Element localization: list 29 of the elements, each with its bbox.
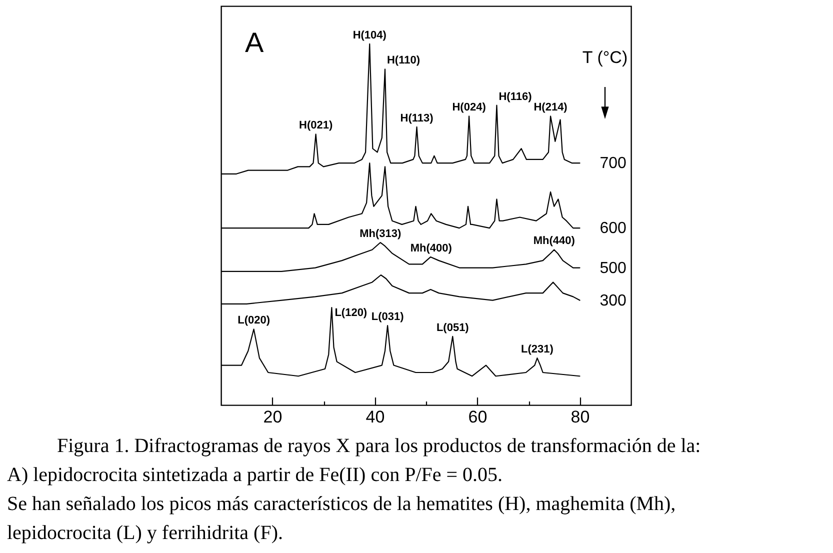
x-tick-label: 20 — [263, 408, 282, 426]
annotation: H(113) — [400, 112, 434, 124]
annotation: H(024) — [452, 102, 486, 114]
series-label: 700 — [600, 155, 627, 172]
annotation: L(051) — [436, 322, 470, 334]
annotation: H(021) — [299, 120, 333, 132]
annotation: H(214) — [534, 102, 568, 114]
text: A) lepidocrocita sintetizada a partir de Fe(II) con P/Fe = 0.05. — [7, 464, 503, 486]
annotation: H(110) — [386, 54, 420, 67]
annotation: L(120) — [334, 307, 368, 320]
annotation: Mh(440) — [533, 235, 576, 248]
annotation: Mh(400) — [410, 242, 452, 254]
series-label: 500 — [600, 260, 627, 277]
x-tick-label: 60 — [468, 408, 488, 426]
series-label: 600 — [600, 220, 627, 238]
annotation: L(031) — [371, 311, 404, 324]
chart-title: A — [245, 27, 264, 58]
annotation: H(104) — [352, 29, 387, 42]
text: lepidocrocita (L) y ferrihidrita (F). — [7, 522, 283, 544]
text: Se han señalado los picos más característicos de la hematites (H), maghemita (Mh), — [7, 493, 676, 515]
x-tick-label: 40 — [366, 408, 385, 426]
annotation: Mh(313) — [360, 228, 402, 240]
annotation: L(020) — [238, 314, 270, 327]
legend-title: T (°C) — [582, 48, 628, 67]
series-label: 300 — [600, 292, 627, 310]
annotation: H(116) — [498, 90, 532, 103]
text: Figura 1. Difractogramas de rayos X para los productos de transformación de la: — [57, 435, 701, 457]
x-tick-label: 80 — [570, 408, 590, 426]
annotation: L(231) — [521, 344, 554, 356]
